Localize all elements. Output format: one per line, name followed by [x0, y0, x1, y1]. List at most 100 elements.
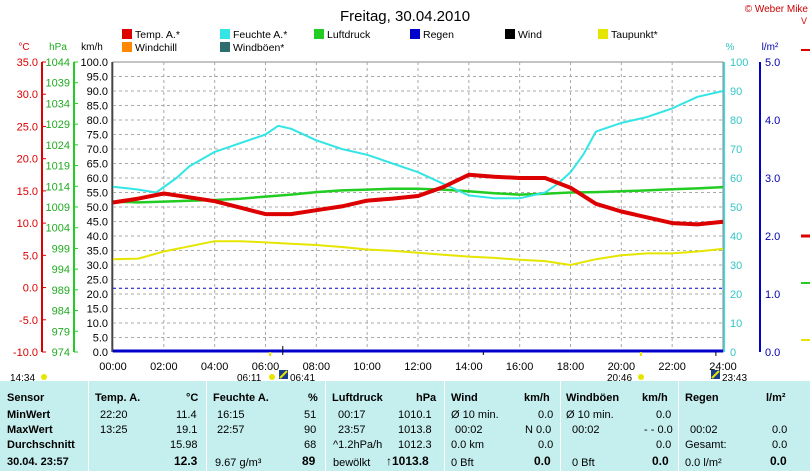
temp-avg: 15.98: [170, 439, 198, 451]
temp-tick-label: 5.0: [23, 250, 38, 262]
legend-label: Windböen*: [233, 42, 284, 54]
rain-tick-label: 0.0: [765, 347, 780, 359]
humidity-tick-label: 30: [730, 260, 742, 272]
wind-tick-label: 85.0: [87, 101, 108, 113]
humidity-tick-label: 70: [730, 144, 742, 156]
gust-r1-value: 0.0: [656, 409, 672, 421]
humidity-tick-label: 0: [730, 347, 736, 359]
humidity-tick-label: 60: [730, 173, 742, 185]
humidity-axis-header: %: [726, 42, 735, 53]
svg-text:V: V: [801, 16, 807, 26]
gust-r2-value: - - 0.0: [644, 424, 673, 436]
wind-tick-label: 70.0: [87, 144, 108, 156]
gust-r4-label: 0 Bft: [572, 457, 595, 469]
pressure-tick-label: 994: [52, 264, 70, 276]
legend-label: Wind: [518, 29, 542, 41]
hum-min-time: 16:15: [217, 409, 245, 421]
legend-swatch: [122, 29, 132, 39]
legend-label: Feuchte A.*: [233, 29, 287, 41]
x-tick-label: 16:00: [506, 361, 534, 373]
temp-tick-label: 30.0: [17, 89, 38, 101]
hum-abs: 9.67 g/m³: [215, 457, 262, 469]
wind-tick-label: 50.0: [87, 202, 108, 214]
pressure-tick-label: 1029: [46, 119, 70, 131]
humidity-line: [112, 90, 724, 200]
x-tick-label: 22:00: [658, 361, 686, 373]
press-trend-value: 1012.3: [398, 439, 432, 451]
x-tick-label: 02:00: [150, 361, 178, 373]
sensor-header: Sensor: [7, 392, 45, 404]
temp-tick-label: 10.0: [17, 218, 38, 230]
temp-tick-label: 20.0: [17, 154, 38, 166]
moonset-label: 23:43: [722, 373, 747, 381]
rain-r3-label: Gesamt:: [685, 439, 727, 451]
col-divider: [206, 381, 207, 471]
wind-axis-header: km/h: [81, 42, 103, 53]
wind-tick-label: 100.0: [80, 57, 108, 69]
legend-swatch: [220, 42, 230, 52]
hum-min: 51: [304, 409, 317, 421]
temp-max-time: 13:25: [100, 424, 128, 436]
wind-tick-label: 30.0: [87, 260, 108, 272]
legend-swatch: [220, 29, 230, 39]
hum-avg: 68: [304, 439, 317, 451]
rain-tick-label: 4.0: [765, 115, 780, 127]
wind-r1-value: 0.0: [538, 409, 554, 421]
wind-tick-label: 60.0: [87, 173, 108, 185]
legend-swatch: [314, 29, 324, 39]
col-divider: [325, 381, 326, 471]
moonrise-label: 06:41: [290, 373, 315, 381]
rain-tick-label: 1.0: [765, 289, 780, 301]
temp-min-time: 22:20: [100, 409, 128, 421]
sun-icon: [41, 374, 47, 380]
x-tick-label: 04:00: [201, 361, 229, 373]
hum-max-time: 22:57: [217, 424, 245, 436]
legend: Temp. A.* Feuchte A.* Luftdruck Regen Wind Ta…: [122, 29, 658, 54]
wind-r2-value: N 0.0: [525, 424, 552, 436]
wind-r1-label: Ø 10 min.: [451, 409, 499, 421]
wind-tick-label: 15.0: [87, 304, 108, 316]
humidity-tick-label: 80: [730, 115, 742, 127]
x-tick-label: 12:00: [404, 361, 432, 373]
legend-label: Regen: [423, 29, 454, 41]
hum-header: Feuchte A.: [213, 392, 269, 404]
hum-now: 89: [302, 454, 316, 468]
rain-axis-header: l/m²: [762, 42, 779, 53]
marks-group: 14:34 06:11 06:41 20:46 23:43: [10, 346, 747, 381]
wind-r2-label: 00:02: [455, 424, 483, 436]
pressure-tick-label: 974: [52, 347, 70, 359]
dewpoint-line: [112, 240, 724, 266]
legend-swatch: [598, 29, 608, 39]
copyright-text: © Weber Mike: [745, 4, 809, 15]
rain-r2-value: 0.0: [772, 424, 788, 436]
moonrise-icon-glyph: [279, 370, 288, 379]
temp-tick-label: 25.0: [17, 121, 38, 133]
wind-header: Wind: [451, 392, 478, 404]
legend-label: Taupunkt*: [611, 29, 658, 41]
pressure-tick-label: 1044: [46, 57, 70, 69]
gust-r3-value: 0.0: [656, 439, 672, 451]
legend-label: Temp. A.*: [135, 29, 180, 41]
press-max-time: 23:57: [338, 424, 366, 436]
pressure-tick-label: 1009: [46, 202, 70, 214]
col-divider: [444, 381, 445, 471]
sunrise-label: 06:11: [237, 373, 262, 381]
pressure-tick-label: 989: [52, 285, 70, 297]
press-max: 1013.8: [398, 424, 432, 436]
x-tick-label: 06:00: [252, 361, 280, 373]
rain-tick-label: 2.0: [765, 231, 780, 243]
weather-chart: Freitag, 30.04.2010 © Weber Mike Temp. A…: [10, 4, 810, 381]
wind-tick-label: 65.0: [87, 159, 108, 171]
wind-tick-label: 20.0: [87, 289, 108, 301]
legend-swatch: [410, 29, 420, 39]
edge-marks: V: [801, 16, 810, 341]
rain-r4-value: 0.0: [770, 454, 787, 468]
col-divider: [88, 381, 89, 471]
humidity-tick-label: 20: [730, 289, 742, 301]
row-label-min: MinWert: [7, 409, 51, 421]
row-label-avg: Durchschnitt: [7, 439, 75, 451]
rain-r2-label: 00:02: [690, 424, 718, 436]
wind-tick-label: 80.0: [87, 115, 108, 127]
wind-tick-label: 35.0: [87, 246, 108, 258]
press-min-time: 00:17: [338, 409, 366, 421]
